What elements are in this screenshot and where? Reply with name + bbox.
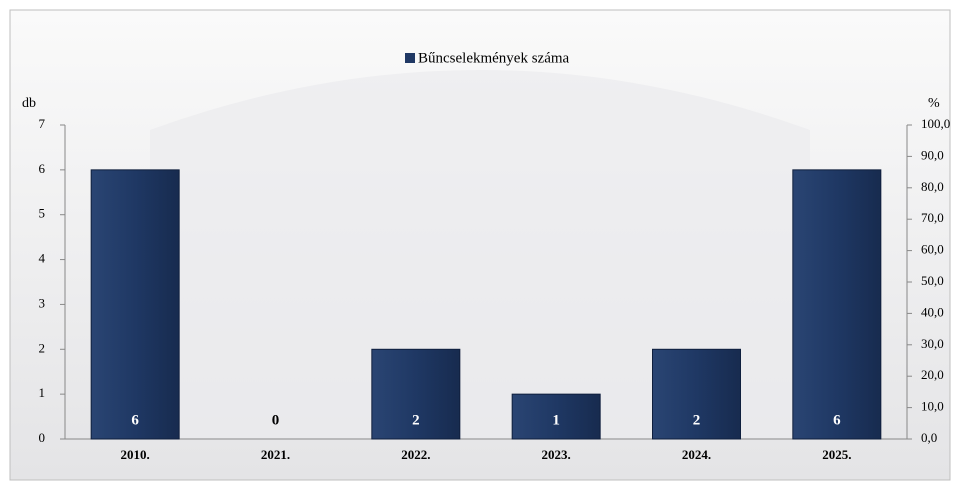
value-label: 1 <box>552 412 560 428</box>
value-label: 2 <box>412 412 420 428</box>
y2-tick-label: 60,0 <box>921 242 944 257</box>
y-axis-label: db <box>22 96 36 111</box>
y-tick-label: 5 <box>39 206 46 221</box>
x-tick-label: 2025. <box>822 447 851 462</box>
y2-tick-label: 70,0 <box>921 210 944 225</box>
value-label: 2 <box>693 412 701 428</box>
y2-tick-label: 100,0 <box>921 116 950 131</box>
y2-tick-label: 0,0 <box>921 430 937 445</box>
y2-tick-label: 40,0 <box>921 304 944 319</box>
y2-tick-label: 80,0 <box>921 179 944 194</box>
x-tick-label: 2021. <box>261 447 290 462</box>
y2-tick-label: 30,0 <box>921 336 944 351</box>
x-tick-label: 2023. <box>542 447 571 462</box>
y-tick-label: 7 <box>39 116 46 131</box>
chart: Bűncselekmények száma db % 012345670,010… <box>0 0 959 487</box>
y2-axis-label: % <box>928 96 940 111</box>
x-tick-label: 2022. <box>401 447 430 462</box>
y-tick-label: 1 <box>39 385 46 400</box>
value-label: 6 <box>131 412 139 428</box>
value-label: 0 <box>272 412 280 428</box>
bar <box>793 170 881 439</box>
y-tick-label: 2 <box>39 340 46 355</box>
y-tick-label: 4 <box>39 251 46 266</box>
y-tick-label: 6 <box>39 161 46 176</box>
legend-swatch <box>405 53 415 63</box>
y2-tick-label: 50,0 <box>921 273 944 288</box>
bar <box>91 170 179 439</box>
legend-label: Bűncselekmények száma <box>418 50 570 66</box>
y-tick-label: 3 <box>39 295 46 310</box>
y2-tick-label: 10,0 <box>921 399 944 414</box>
value-label: 6 <box>833 412 841 428</box>
x-tick-label: 2024. <box>682 447 711 462</box>
y2-tick-label: 90,0 <box>921 147 944 162</box>
y2-tick-label: 20,0 <box>921 367 944 382</box>
y-tick-label: 0 <box>39 430 46 445</box>
x-tick-label: 2010. <box>121 447 150 462</box>
